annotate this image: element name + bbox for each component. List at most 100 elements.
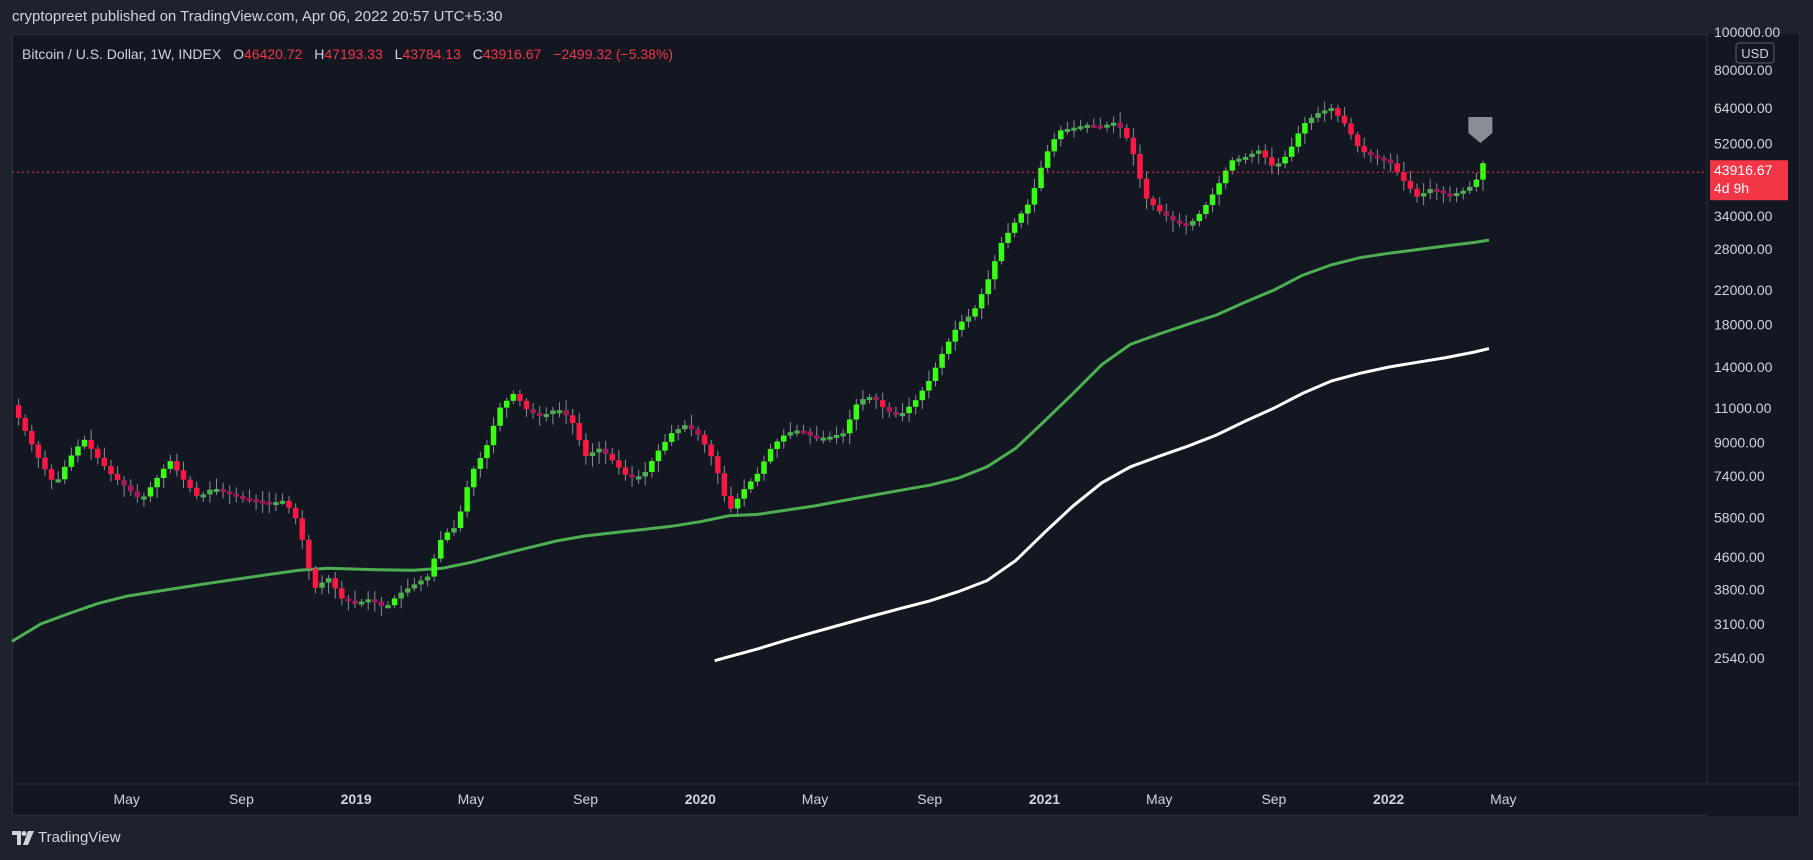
candle <box>200 494 207 498</box>
candle <box>240 496 246 500</box>
candle <box>1051 139 1057 152</box>
candle <box>431 558 437 577</box>
candle <box>1288 146 1295 157</box>
candle <box>1143 178 1150 199</box>
candle <box>629 474 635 478</box>
candle <box>1064 129 1071 133</box>
tradingview-brand: TradingView <box>38 829 121 846</box>
candle <box>1368 152 1374 156</box>
high-value: 47193.33 <box>324 46 383 62</box>
candle <box>1262 150 1269 158</box>
candle <box>899 413 906 417</box>
candle <box>1097 125 1104 129</box>
candle <box>1189 221 1196 226</box>
candle <box>62 466 68 480</box>
y-tick-label: 28000.00 <box>1714 241 1773 257</box>
candle <box>1315 113 1321 118</box>
tradingview-logo[interactable]: TradingView <box>12 829 121 846</box>
candle <box>807 431 813 436</box>
candle <box>180 470 187 480</box>
candle <box>75 446 81 456</box>
candle <box>728 495 734 509</box>
x-tick-label: Sep <box>1261 791 1286 807</box>
x-tick-label: 2019 <box>341 791 372 807</box>
candle <box>319 582 325 588</box>
candle <box>1394 163 1400 173</box>
x-tick-label: 2020 <box>685 791 716 807</box>
candle <box>385 605 391 609</box>
candle <box>1440 190 1447 194</box>
candle <box>517 393 523 401</box>
candle <box>365 599 371 603</box>
currency-badge[interactable]: USD <box>1735 42 1775 64</box>
last-price-label: 43916.67 4d 9h <box>1710 160 1788 201</box>
candle <box>134 491 141 498</box>
candle <box>345 598 352 602</box>
x-axis-labels: May Sep 2019 May Sep 2020 May Sep 2021 May Sep 2022… <box>113 791 1516 807</box>
candle <box>246 498 253 502</box>
symbol-legend: Bitcoin / U.S. Dollar, 1W, INDEX O46420.… <box>22 46 673 62</box>
candle <box>576 423 583 441</box>
candle <box>266 501 273 505</box>
y-tick-label: 11000.00 <box>1714 400 1772 416</box>
candle <box>893 411 899 415</box>
candle <box>312 568 319 588</box>
candle <box>1282 156 1288 164</box>
candle <box>1011 222 1018 233</box>
candle <box>253 499 259 503</box>
candle <box>1460 190 1466 194</box>
candle <box>391 598 398 606</box>
candle <box>1242 156 1249 160</box>
candle <box>418 580 424 585</box>
candle <box>952 329 959 342</box>
change-value: −2499.32 (−5.38%) <box>553 46 674 62</box>
footer <box>0 816 1813 860</box>
candle <box>141 496 147 500</box>
moving-averages <box>11 238 1490 663</box>
y-tick-label: 9000.00 <box>1714 434 1765 450</box>
candle <box>945 341 952 354</box>
y-tick-label: 4600.00 <box>1714 549 1765 565</box>
candle <box>649 461 655 472</box>
candle <box>932 367 939 381</box>
last-price-value: 43916.67 <box>1714 162 1773 178</box>
x-tick-label: Sep <box>917 791 942 807</box>
candle <box>1341 115 1348 124</box>
candle <box>1407 180 1414 189</box>
candle <box>556 410 563 414</box>
candle <box>286 500 292 508</box>
candle <box>167 461 174 469</box>
candle <box>695 429 701 435</box>
candle <box>193 487 200 496</box>
candle <box>470 468 477 488</box>
candle <box>457 511 464 529</box>
y-tick-label: 100000.00 <box>1714 24 1780 40</box>
publish-info: cryptopreet published on TradingView.com… <box>12 8 503 25</box>
candle <box>306 539 312 569</box>
candle <box>846 419 853 434</box>
candle <box>543 414 550 418</box>
candle <box>226 491 233 495</box>
candle <box>959 321 965 330</box>
candle <box>1183 223 1189 227</box>
y-tick-label: 64000.00 <box>1714 100 1773 116</box>
candle <box>1124 127 1130 138</box>
candle <box>358 601 365 605</box>
close-label: C <box>472 46 483 62</box>
candle <box>675 429 681 434</box>
candle <box>332 578 338 589</box>
x-tick-label: 2022 <box>1373 791 1404 807</box>
candle <box>569 415 576 424</box>
candle <box>279 500 286 504</box>
candle <box>1420 193 1427 197</box>
chart-pane[interactable] <box>12 34 1800 816</box>
candle <box>1335 108 1341 116</box>
tradingview-icon <box>12 830 34 845</box>
y-tick-label: 14000.00 <box>1714 359 1773 375</box>
candle <box>1453 193 1460 197</box>
candle <box>1434 189 1440 193</box>
candle <box>741 489 747 499</box>
x-tick-label: May <box>1146 791 1172 807</box>
candle <box>1209 194 1216 206</box>
